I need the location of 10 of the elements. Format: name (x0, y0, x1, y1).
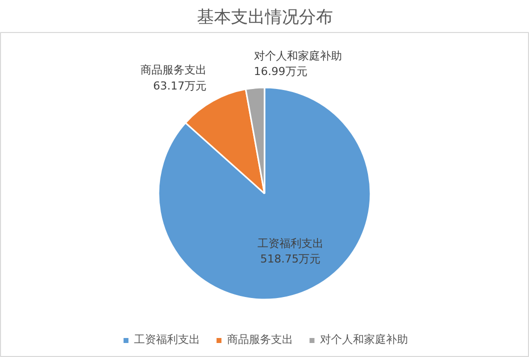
legend-label: 对个人和家庭补助 (320, 332, 408, 347)
data-label: 16.99万元 (254, 65, 308, 78)
data-label: 63.17万元 (153, 79, 207, 92)
chart-title: 基本支出情况分布 (197, 8, 333, 28)
legend-label: 商品服务支出 (227, 332, 293, 347)
data-label: 518.75万元 (260, 252, 321, 266)
legend-label: 工资福利支出 (134, 332, 200, 347)
slice-label: 商品服务支出 (140, 64, 207, 77)
slice-label: 对个人和家庭补助 (254, 49, 342, 62)
slice-label: 工资福利支出 (257, 236, 324, 250)
